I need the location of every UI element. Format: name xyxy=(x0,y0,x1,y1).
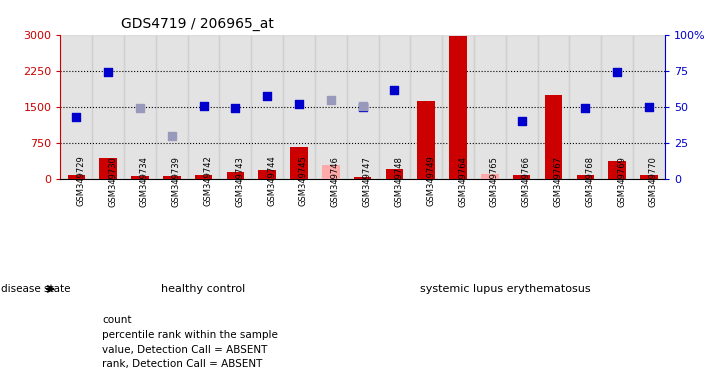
Bar xyxy=(315,35,347,179)
Text: GSM349765: GSM349765 xyxy=(490,156,499,207)
Text: GSM349730: GSM349730 xyxy=(108,156,117,207)
Bar xyxy=(602,35,633,179)
Text: GSM349768: GSM349768 xyxy=(585,156,594,207)
Bar xyxy=(354,177,371,179)
Bar xyxy=(227,172,244,179)
Bar xyxy=(481,174,498,179)
Text: GSM349734: GSM349734 xyxy=(140,156,149,207)
Text: GSM349749: GSM349749 xyxy=(426,156,435,207)
Bar xyxy=(442,35,474,179)
Bar xyxy=(68,175,85,179)
Bar xyxy=(60,35,92,179)
Text: systemic lupus erythematosus: systemic lupus erythematosus xyxy=(420,284,591,294)
Text: GSM349739: GSM349739 xyxy=(172,156,181,207)
Bar xyxy=(513,175,530,179)
Bar xyxy=(124,35,156,179)
Bar xyxy=(545,94,562,179)
Text: healthy control: healthy control xyxy=(161,284,246,294)
Bar xyxy=(609,161,626,179)
Text: disease state: disease state xyxy=(1,284,70,294)
Point xyxy=(325,97,336,103)
Text: percentile rank within the sample: percentile rank within the sample xyxy=(102,330,278,340)
Point xyxy=(262,93,273,99)
Bar xyxy=(538,35,570,179)
Point xyxy=(357,104,368,110)
Text: GSM349744: GSM349744 xyxy=(267,156,276,207)
Text: GSM349746: GSM349746 xyxy=(331,156,340,207)
Bar xyxy=(163,176,181,179)
Point xyxy=(516,118,528,124)
Point xyxy=(102,68,114,74)
Point xyxy=(230,105,241,111)
Text: GSM349748: GSM349748 xyxy=(395,156,403,207)
Bar xyxy=(100,158,117,179)
Point xyxy=(611,68,623,74)
Text: GSM349767: GSM349767 xyxy=(553,156,562,207)
Bar xyxy=(378,35,410,179)
Text: GDS4719 / 206965_at: GDS4719 / 206965_at xyxy=(121,17,274,31)
Point xyxy=(134,106,146,112)
Bar xyxy=(220,35,251,179)
Point xyxy=(70,114,82,121)
Point xyxy=(579,105,591,111)
Point xyxy=(389,87,400,93)
Point xyxy=(198,103,209,109)
Bar xyxy=(640,175,658,179)
Text: GSM349769: GSM349769 xyxy=(617,156,626,207)
Bar xyxy=(385,169,403,179)
Bar xyxy=(251,35,283,179)
Text: GSM349729: GSM349729 xyxy=(76,156,85,207)
Text: GSM349743: GSM349743 xyxy=(235,156,245,207)
Text: GSM349770: GSM349770 xyxy=(649,156,658,207)
Bar xyxy=(188,35,220,179)
Bar xyxy=(417,101,435,179)
Bar xyxy=(570,35,602,179)
Text: GSM349764: GSM349764 xyxy=(458,156,467,207)
Text: rank, Detection Call = ABSENT: rank, Detection Call = ABSENT xyxy=(102,359,263,369)
Bar xyxy=(506,35,538,179)
Bar xyxy=(474,35,506,179)
Point xyxy=(643,104,655,110)
Bar xyxy=(290,147,308,179)
Text: GSM349745: GSM349745 xyxy=(299,156,308,207)
Point xyxy=(294,101,305,107)
Bar xyxy=(283,35,315,179)
Bar xyxy=(156,35,188,179)
Bar xyxy=(347,35,378,179)
Bar xyxy=(258,170,276,179)
Bar xyxy=(633,35,665,179)
Point xyxy=(357,103,368,109)
Text: count: count xyxy=(102,315,132,326)
Bar xyxy=(577,175,594,179)
Text: value, Detection Call = ABSENT: value, Detection Call = ABSENT xyxy=(102,344,268,355)
Text: GSM349742: GSM349742 xyxy=(203,156,213,207)
Bar xyxy=(195,175,213,179)
Bar xyxy=(449,36,467,179)
Text: GSM349747: GSM349747 xyxy=(363,156,372,207)
Point xyxy=(166,133,178,139)
Bar xyxy=(410,35,442,179)
Bar xyxy=(92,35,124,179)
Text: GSM349766: GSM349766 xyxy=(522,156,530,207)
Bar xyxy=(132,176,149,179)
Bar xyxy=(322,165,340,179)
